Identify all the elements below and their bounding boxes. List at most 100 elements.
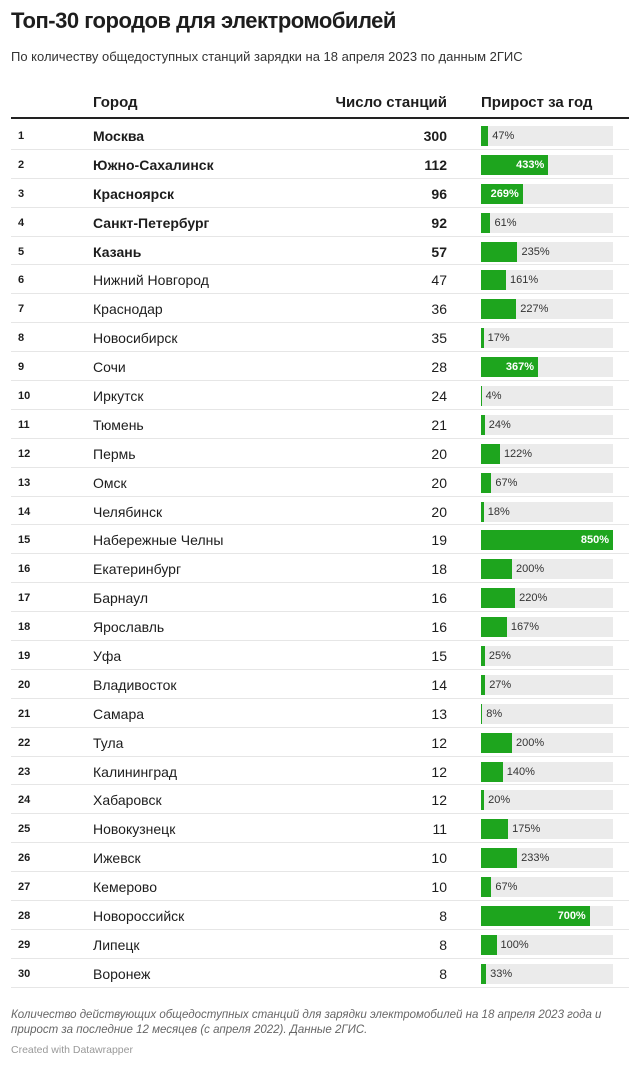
stations-count: 15 bbox=[431, 648, 447, 665]
table-row: 9 Сочи 28 367% bbox=[11, 352, 629, 382]
table-row: 15 Набережные Челны 19 850% bbox=[11, 525, 629, 555]
growth-bar-track: 17% bbox=[481, 328, 613, 349]
growth-bar bbox=[481, 386, 482, 407]
credit-link[interactable]: Created with Datawrapper bbox=[11, 1044, 133, 1056]
growth-label: 25% bbox=[488, 650, 511, 663]
stations-count: 19 bbox=[431, 532, 447, 549]
growth-bar bbox=[481, 212, 491, 233]
growth-label: 700% bbox=[557, 910, 586, 923]
rank: 8 bbox=[18, 332, 25, 345]
growth-bar bbox=[481, 126, 489, 146]
growth-bar bbox=[481, 588, 516, 609]
table-row: 27 Кемерово 10 67% bbox=[11, 872, 629, 902]
table-row: 24 Хабаровск 12 20% bbox=[11, 785, 629, 815]
header-growth[interactable]: Прирост за год bbox=[481, 94, 593, 111]
growth-label: 233% bbox=[521, 852, 550, 865]
rank: 15 bbox=[18, 534, 31, 547]
city-name: Ярославль bbox=[93, 619, 165, 636]
city-name: Южно-Сахалинск bbox=[93, 156, 214, 173]
city-name: Нижний Новгород bbox=[93, 272, 209, 289]
city-name: Тула bbox=[93, 734, 124, 751]
rank: 11 bbox=[18, 418, 30, 431]
growth-bar-track: 4% bbox=[481, 386, 613, 407]
city-name: Ижевск bbox=[93, 850, 141, 867]
growth-bar bbox=[481, 270, 506, 291]
city-name: Новороссийск bbox=[93, 908, 185, 925]
city-name: Самара bbox=[93, 705, 145, 722]
table-row: 4 Санкт-Петербург 92 61% bbox=[11, 208, 629, 237]
city-name: Краснодар bbox=[93, 301, 163, 318]
growth-bar-track: 161% bbox=[481, 270, 613, 291]
stations-count: 300 bbox=[423, 128, 447, 144]
city-name: Казань bbox=[93, 243, 142, 260]
city-name: Омск bbox=[93, 474, 127, 491]
city-name: Челябинск bbox=[93, 503, 163, 520]
city-name: Уфа bbox=[93, 648, 122, 665]
growth-bar-track: 27% bbox=[481, 674, 613, 695]
city-name: Пермь bbox=[93, 445, 136, 462]
growth-label: 175% bbox=[512, 823, 541, 836]
city-name: Санкт-Петербург bbox=[93, 214, 210, 231]
chart-notes: Количество действующих общедоступных ста… bbox=[11, 1009, 602, 1036]
stations-count: 18 bbox=[431, 561, 447, 578]
growth-label: 167% bbox=[510, 621, 540, 634]
rank: 29 bbox=[18, 938, 31, 951]
stations-count: 21 bbox=[431, 416, 447, 433]
growth-bar-track: 367% bbox=[481, 357, 613, 378]
growth-label: 161% bbox=[510, 274, 539, 287]
growth-bar bbox=[481, 472, 492, 493]
growth-bar-track: 25% bbox=[481, 646, 613, 667]
stations-count: 8 bbox=[439, 908, 447, 925]
table-row: 18 Ярославль 16 167% bbox=[11, 612, 629, 642]
rank: 20 bbox=[18, 678, 31, 691]
table-row: 13 Омск 20 67% bbox=[11, 468, 629, 497]
growth-label: 200% bbox=[516, 736, 545, 749]
header-stations[interactable]: Число станций bbox=[335, 94, 447, 111]
table-row: 14 Челябинск 20 18% bbox=[11, 497, 629, 526]
stations-count: 24 bbox=[431, 388, 447, 405]
growth-bar-track: 850% bbox=[481, 530, 613, 551]
rank: 17 bbox=[18, 592, 31, 605]
stations-count: 13 bbox=[431, 705, 447, 722]
growth-label: 220% bbox=[519, 592, 548, 605]
chart-title: Топ-30 городов для электромобилей bbox=[11, 8, 396, 33]
city-name: Москва bbox=[93, 128, 145, 144]
growth-bar-track: 67% bbox=[481, 472, 613, 493]
header-city[interactable]: Город bbox=[93, 94, 138, 111]
growth-bar bbox=[481, 646, 485, 667]
table-row: 5 Казань 57 235% bbox=[11, 237, 629, 266]
growth-bar-track: 233% bbox=[481, 848, 613, 869]
city-name: Воронеж bbox=[93, 965, 151, 982]
rank: 12 bbox=[18, 447, 31, 460]
growth-label: 140% bbox=[506, 765, 535, 778]
rank: 24 bbox=[18, 794, 31, 807]
table-row: 7 Краснодар 36 227% bbox=[11, 294, 629, 324]
table-row: 23 Калининград 12 140% bbox=[11, 757, 629, 786]
stations-count: 16 bbox=[431, 590, 447, 607]
growth-bar bbox=[481, 530, 613, 551]
stations-count: 16 bbox=[431, 619, 447, 636]
growth-label: 122% bbox=[503, 447, 533, 460]
rank: 23 bbox=[18, 765, 31, 778]
table-row: 20 Владивосток 14 27% bbox=[11, 670, 629, 699]
rank: 28 bbox=[18, 910, 31, 923]
growth-label: 61% bbox=[494, 216, 517, 229]
table-row: 28 Новороссийск 8 700% bbox=[11, 901, 629, 930]
rank: 10 bbox=[18, 390, 31, 403]
rank: 7 bbox=[18, 303, 25, 316]
rank: 19 bbox=[18, 650, 31, 663]
stations-count: 28 bbox=[431, 359, 447, 376]
city-name: Липецк bbox=[93, 936, 140, 953]
stations-count: 10 bbox=[431, 879, 447, 896]
table-row: 30 Воронеж 8 33% bbox=[11, 959, 629, 988]
growth-bar bbox=[481, 732, 513, 753]
stations-count: 10 bbox=[431, 850, 447, 867]
city-name: Тюмень bbox=[93, 416, 144, 433]
rank: 22 bbox=[18, 736, 31, 749]
rank: 5 bbox=[18, 245, 25, 258]
growth-bar-track: 140% bbox=[481, 761, 613, 782]
stations-count: 12 bbox=[431, 763, 447, 780]
rank: 6 bbox=[18, 274, 25, 287]
growth-bar-track: 700% bbox=[481, 906, 613, 927]
rank: 14 bbox=[18, 505, 31, 518]
